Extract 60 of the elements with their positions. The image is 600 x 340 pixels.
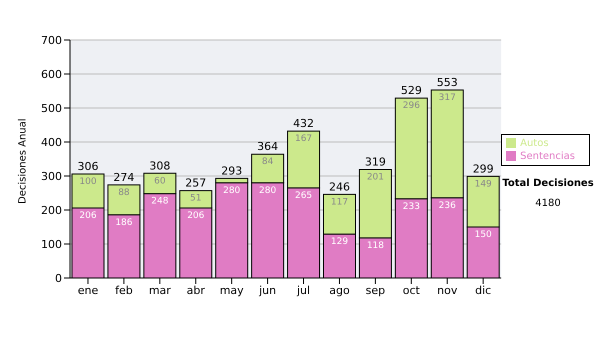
data-label: 117 (330, 197, 348, 208)
data-label: 167 (294, 134, 312, 144)
x-tick-label: ene (78, 284, 98, 297)
data-label: 233 (402, 202, 420, 212)
x-tick-label: feb (115, 284, 133, 297)
x-tick-label: jul (296, 284, 310, 297)
total-label: 306 (78, 160, 98, 173)
total-label: 308 (149, 159, 170, 172)
x-tick-label: jun (258, 284, 276, 297)
data-label: 100 (79, 176, 97, 187)
y-tick-label: 700 (41, 34, 62, 47)
data-label: 201 (366, 172, 384, 183)
total-label: 553 (436, 76, 458, 89)
data-label: 186 (115, 218, 133, 228)
total-label: 432 (293, 117, 314, 130)
data-label: 51 (190, 194, 202, 204)
x-tick-label: dic (475, 284, 492, 297)
data-label: 280 (223, 186, 241, 196)
legend-label: Autos (520, 138, 549, 149)
total-label: 257 (185, 176, 206, 190)
data-label: 150 (474, 230, 492, 240)
y-tick-label: 400 (41, 136, 62, 149)
data-label: 206 (79, 210, 97, 221)
total-label: 274 (113, 170, 134, 184)
legend-label: Sentencias (520, 151, 575, 162)
data-label: 236 (438, 200, 456, 211)
y-tick-label: 200 (41, 204, 62, 217)
text: Total Decisiones (501, 178, 595, 189)
y-tick-label: 100 (41, 238, 62, 251)
data-label: 84 (262, 157, 274, 168)
x-tick-label: nov (437, 284, 458, 297)
data-label: 317 (438, 92, 456, 103)
data-label: 280 (259, 186, 276, 196)
total-label: 299 (472, 162, 494, 176)
total-label: 246 (328, 180, 350, 194)
y-axis-title: Decisiones Anual (18, 118, 29, 204)
total-label: 364 (257, 140, 278, 154)
data-label: 149 (474, 179, 492, 190)
y-tick-label: 0 (55, 272, 62, 285)
y-tick-label: 500 (41, 102, 62, 115)
total-label: 529 (400, 84, 422, 98)
x-tick-label: oct (402, 284, 421, 297)
total-label: 293 (221, 164, 242, 178)
x-tick-label: mar (148, 284, 172, 297)
data-label: 206 (187, 210, 205, 221)
x-tick-label: may (220, 284, 244, 297)
y-tick-label: 600 (41, 68, 62, 81)
x-tick-label: abr (186, 284, 206, 297)
data-label: 60 (154, 176, 166, 186)
data-label: 248 (151, 196, 169, 207)
text: 4180 (534, 198, 562, 209)
data-label: 265 (294, 190, 312, 201)
data-label: 296 (402, 101, 420, 112)
data-label: 129 (330, 237, 348, 248)
data-label: 118 (366, 240, 384, 251)
data-label: 88 (118, 188, 130, 198)
total-label: 319 (364, 156, 386, 169)
y-tick-label: 300 (41, 170, 62, 183)
x-tick-label: sep (366, 284, 386, 297)
x-tick-label: ago (329, 284, 350, 297)
